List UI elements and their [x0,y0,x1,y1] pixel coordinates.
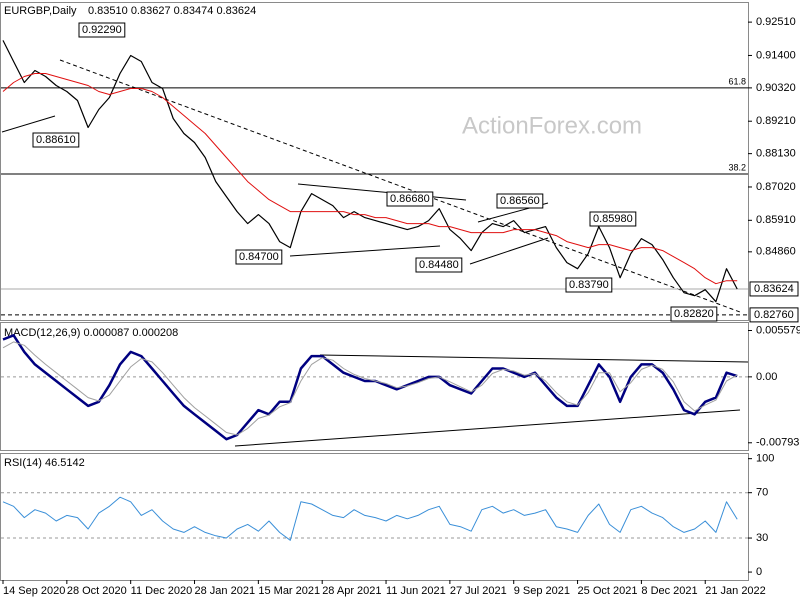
annotation-label: 0.86680 [390,193,430,205]
annotation-box [589,211,637,227]
x-tick-label: 11 Dec 2020 [131,585,193,597]
annotation-box [496,193,544,209]
series-line [2,40,738,303]
x-tick-label: 28 Oct 2020 [67,585,127,597]
trendline [1,115,56,133]
x-tick-label: 15 Mar 2021 [258,585,320,597]
trendline [289,245,441,257]
y-tick-label: 0.005579 [756,324,800,336]
fib-label: 38.2 [728,162,746,172]
macd-title: MACD(12,26,9) 0.000087 0.000208 [4,327,178,339]
price-tag-label: 0.83624 [754,283,794,295]
series-line [2,496,738,541]
annotation-box [386,191,434,207]
rsi-title: RSI(14) 46.5142 [4,457,85,469]
series-line [2,334,738,441]
rsi-panel [0,453,749,581]
x-tick-label: 9 Sep 2021 [514,585,570,597]
annotation-box [235,249,283,265]
x-tick-label: 27 Jul 2021 [450,585,507,597]
y-tick-label: 0.89210 [756,115,796,127]
x-tick-label: 28 Jan 2021 [195,585,256,597]
y-tick-label: 0.88130 [756,148,796,160]
annotation-label: 0.84700 [239,251,279,263]
x-tick-label: 8 Dec 2021 [641,585,697,597]
trendline [234,409,741,447]
y-tick-label: 70 [756,487,768,499]
annotation-box [670,306,718,322]
annotation-box [415,257,463,273]
series-line [2,341,738,436]
y-tick-label: 0.91400 [756,49,796,61]
macd-panel [0,322,749,451]
y-tick-label: 0 [756,566,762,578]
annotation-label: 0.84480 [419,259,459,271]
trendline [297,183,467,201]
trendline [59,59,741,313]
price-panel [0,2,749,321]
watermark: ActionForex.com [462,112,642,139]
y-tick-label: 0.90320 [756,82,796,94]
annotation-label: 0.92290 [82,24,122,36]
y-tick-label: 0.92510 [756,16,796,28]
series-line [2,73,738,285]
x-tick-label: 21 Jan 2022 [705,585,766,597]
support-tag-label: 0.82760 [754,309,794,321]
y-tick-label: 0.00 [756,371,777,383]
fib-label: 61.8 [728,76,746,86]
y-tick-label: 30 [756,532,768,544]
annotation-label: 0.83790 [569,279,609,291]
y-tick-label: 0.85910 [756,214,796,226]
x-tick-label: 25 Oct 2021 [578,585,638,597]
x-tick-label: 14 Sep 2020 [3,585,65,597]
y-tick-label: 100 [756,453,774,465]
trendline [469,237,549,265]
x-tick-label: 11 Jun 2021 [386,585,446,597]
chart-subtitle: 0.83510 0.83627 0.83474 0.83624 [88,5,256,17]
annotation-box [32,132,80,148]
annotation-label: 0.85980 [593,213,633,225]
y-tick-label: 0.87020 [756,181,796,193]
annotation-box [565,277,613,293]
trendline [319,354,749,363]
annotation-label: 0.82820 [674,308,714,320]
annotation-label: 0.86560 [500,195,540,207]
y-tick-label: 0.84860 [756,246,796,258]
annotation-label: 0.88610 [36,134,76,146]
price-tag [749,281,799,297]
chart-title: EURGBP,Daily [4,5,77,17]
x-tick-label: 28 Apr 2021 [322,585,381,597]
support-tag [749,307,799,323]
annotation-box [78,22,126,38]
